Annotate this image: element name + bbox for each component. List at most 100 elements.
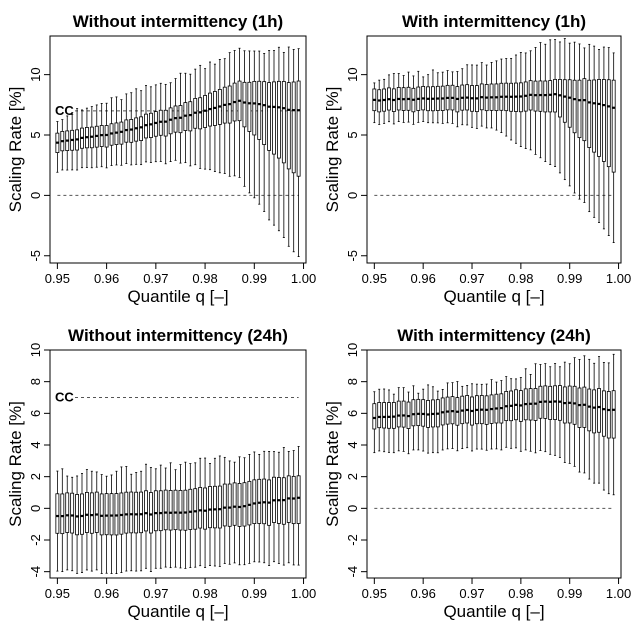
y-tick-label: -5 <box>345 250 360 262</box>
box-39 <box>242 50 247 187</box>
box-30 <box>198 64 203 169</box>
box-25 <box>173 469 178 568</box>
y-tick-label: 5 <box>28 131 43 138</box>
x-tick-label: 1.00 <box>291 271 316 286</box>
box-9 <box>94 471 99 571</box>
box-body <box>382 402 387 429</box>
plot-frame <box>366 35 622 264</box>
box-body <box>543 80 548 113</box>
box-body <box>119 121 124 145</box>
box-body <box>65 492 70 533</box>
box-11 <box>104 475 109 574</box>
box-27 <box>499 58 504 133</box>
y-tick-label: -4 <box>28 566 43 578</box>
box-29 <box>509 57 514 141</box>
y-tick-label: 0 <box>28 192 43 199</box>
box-14 <box>119 99 124 166</box>
box-38 <box>553 363 557 456</box>
box-body <box>577 387 582 428</box>
box-50 <box>296 446 301 566</box>
box-26 <box>178 464 183 569</box>
box-body <box>558 79 562 118</box>
box-21 <box>470 64 474 128</box>
box-16 <box>129 92 134 166</box>
box-43 <box>577 359 582 473</box>
box-body <box>267 82 272 151</box>
box-39 <box>242 457 247 566</box>
box-34 <box>533 47 538 155</box>
box-16 <box>129 473 134 572</box>
box-body <box>416 398 421 427</box>
box-12 <box>109 474 114 574</box>
box-20 <box>148 467 153 572</box>
box-16 <box>445 70 450 124</box>
box-body <box>558 385 562 421</box>
box-47 <box>281 447 286 566</box>
box-body <box>377 402 382 429</box>
box-42 <box>257 50 262 205</box>
box-35 <box>538 42 543 159</box>
x-tick-label: 1.00 <box>606 271 631 286</box>
box-body <box>80 493 84 535</box>
box-35 <box>538 364 543 451</box>
box-28 <box>188 463 193 568</box>
box-33 <box>528 50 533 151</box>
chart-title: With intermittency (24h) <box>397 326 590 345</box>
box-10 <box>99 103 104 168</box>
box-15 <box>440 71 445 124</box>
box-body <box>281 81 286 164</box>
box-44 <box>582 355 587 474</box>
box-29 <box>193 68 198 166</box>
box-body <box>372 403 377 430</box>
box-44 <box>267 50 272 221</box>
box-2 <box>377 79 382 125</box>
box-45 <box>272 50 276 226</box>
box-6 <box>396 387 401 452</box>
y-tick-label: 5 <box>345 131 360 138</box>
box-49 <box>606 47 611 236</box>
y-axis-label: Scaling Rate [%] <box>6 401 25 527</box>
box-body <box>242 81 247 128</box>
x-tick-label: 0.97 <box>459 271 484 286</box>
y-tick-label: 10 <box>28 343 43 357</box>
x-tick-label: 0.99 <box>242 586 267 601</box>
box-42 <box>572 41 577 194</box>
box-45 <box>587 358 592 480</box>
box-8 <box>89 106 94 169</box>
box-body <box>217 485 222 529</box>
box-37 <box>548 39 553 165</box>
y-tick-label: 4 <box>28 441 43 448</box>
box-32 <box>523 52 528 149</box>
box-20 <box>148 86 153 163</box>
box-25 <box>489 379 494 450</box>
box-body <box>567 385 572 424</box>
x-tick-label: 0.96 <box>94 586 119 601</box>
box-body <box>247 480 252 526</box>
box-body <box>168 107 173 135</box>
box-body <box>606 79 611 168</box>
box-body <box>84 491 89 533</box>
box-22 <box>158 464 163 569</box>
box-8 <box>406 71 411 123</box>
box-9 <box>94 104 99 168</box>
box-15 <box>124 93 129 164</box>
box-body <box>129 119 134 143</box>
box-12 <box>426 74 430 124</box>
box-47 <box>281 51 286 238</box>
box-body <box>592 79 597 153</box>
box-body <box>212 485 217 529</box>
box-46 <box>276 451 281 564</box>
box-4 <box>70 114 75 171</box>
box-26 <box>494 381 499 450</box>
box-body <box>183 489 188 531</box>
box-4 <box>70 476 75 572</box>
x-tick-label: 0.98 <box>508 586 533 601</box>
box-29 <box>193 462 198 568</box>
box-10 <box>99 474 104 574</box>
box-21 <box>153 468 158 569</box>
box-31 <box>203 68 208 170</box>
box-body <box>567 79 572 128</box>
box-body <box>134 491 139 534</box>
box-31 <box>518 377 523 452</box>
box-46 <box>592 362 597 484</box>
